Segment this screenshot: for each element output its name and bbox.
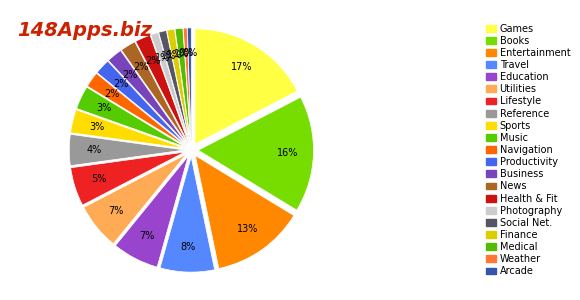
Wedge shape (160, 157, 215, 272)
Wedge shape (77, 87, 185, 147)
Wedge shape (69, 134, 184, 166)
Wedge shape (187, 28, 191, 143)
Wedge shape (167, 29, 190, 143)
Text: 8%: 8% (180, 242, 195, 252)
Text: 2%: 2% (145, 56, 161, 66)
Text: 4%: 4% (87, 145, 102, 155)
Text: 148Apps.biz: 148Apps.biz (17, 21, 153, 40)
Wedge shape (115, 156, 188, 267)
Text: 1%: 1% (174, 49, 189, 59)
Wedge shape (159, 31, 190, 143)
Text: 1%: 1% (154, 53, 170, 63)
Text: 2%: 2% (104, 89, 120, 99)
Text: 3%: 3% (96, 103, 111, 113)
Wedge shape (97, 61, 186, 145)
Text: 7%: 7% (139, 231, 154, 241)
Text: 5%: 5% (92, 174, 107, 184)
Wedge shape (84, 154, 186, 244)
Wedge shape (88, 73, 186, 146)
Text: 2%: 2% (133, 62, 149, 72)
Text: 1%: 1% (161, 51, 176, 61)
Text: 7%: 7% (108, 206, 124, 216)
Text: 13%: 13% (237, 224, 258, 234)
Wedge shape (175, 28, 191, 143)
Text: 0%: 0% (182, 48, 197, 58)
Legend: Games, Books, Entertainment, Travel, Education, Utilities, Lifestyle, Reference,: Games, Books, Entertainment, Travel, Edu… (484, 22, 572, 278)
Wedge shape (108, 50, 187, 145)
Text: 2%: 2% (122, 70, 138, 80)
Text: 3%: 3% (90, 122, 105, 132)
Wedge shape (71, 110, 184, 148)
Wedge shape (71, 152, 185, 205)
Text: 0%: 0% (179, 48, 194, 59)
Text: 16%: 16% (277, 148, 299, 158)
Wedge shape (136, 35, 188, 144)
Wedge shape (195, 156, 294, 268)
Wedge shape (195, 29, 298, 144)
Wedge shape (151, 32, 189, 143)
Wedge shape (121, 42, 188, 144)
Wedge shape (183, 28, 191, 143)
Text: 17%: 17% (231, 62, 252, 72)
Wedge shape (198, 97, 314, 210)
Text: 1%: 1% (168, 50, 183, 60)
Text: 2%: 2% (113, 79, 128, 89)
